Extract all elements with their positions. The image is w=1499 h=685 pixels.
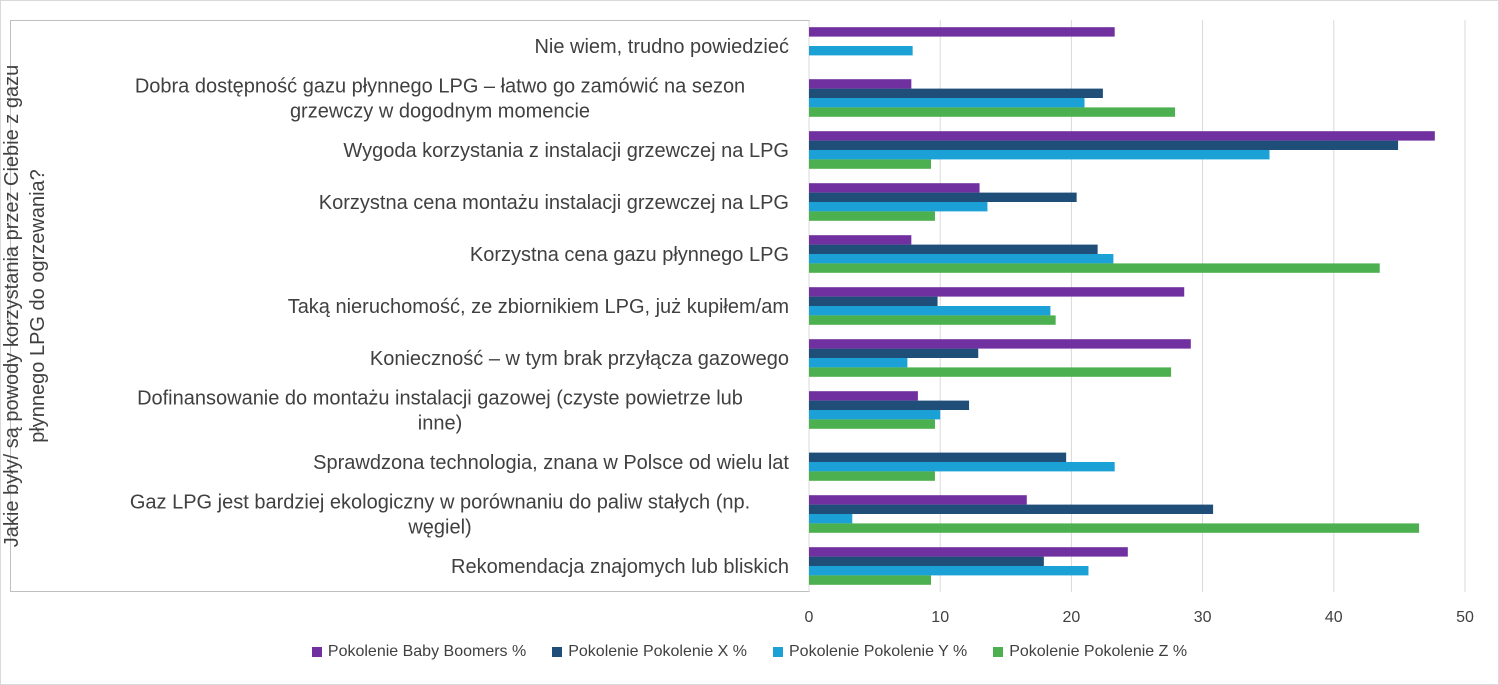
- bar: [809, 98, 1085, 108]
- category-label: Konieczność – w tym brak przyłącza gazow…: [370, 348, 789, 370]
- bar: [809, 150, 1270, 160]
- x-tick-label: 30: [1194, 609, 1212, 626]
- category-label: Korzystna cena gazu płynnego LPG: [470, 244, 789, 266]
- bar: [809, 46, 913, 56]
- category-labels: Nie wiem, trudno powiedzieć Dobra dostępn…: [130, 36, 790, 578]
- bar: [809, 183, 980, 193]
- legend-item: Pokolenie Baby Boomers %: [311, 643, 527, 661]
- legend-swatch: [311, 647, 322, 657]
- category-label: Gaz LPG jest bardziej ekologiczny w poró…: [130, 492, 750, 539]
- category-label: Rekomendacja znajomych lub bliskich: [451, 556, 789, 578]
- bar: [809, 495, 1027, 505]
- x-tick-label: 20: [1063, 609, 1081, 626]
- bar: [809, 296, 938, 306]
- bar: [809, 575, 932, 585]
- bar: [809, 131, 1435, 141]
- bar: [809, 88, 1103, 98]
- legend-label: Pokolenie Pokolenie Y %: [789, 643, 968, 660]
- bar: [809, 235, 912, 245]
- x-tick-label: 10: [931, 609, 949, 626]
- bar: [809, 107, 1176, 117]
- category-label: Taką nieruchomość, ze zbiornikiem LPG, j…: [288, 296, 789, 318]
- bar: [809, 547, 1128, 557]
- category-label: Nie wiem, trudno powiedzieć: [534, 36, 789, 58]
- bar: [809, 79, 912, 89]
- bar: [809, 211, 935, 221]
- legend-swatch: [993, 647, 1004, 657]
- bar: [809, 400, 970, 410]
- legend-item: Pokolenie Pokolenie Y %: [773, 643, 967, 661]
- bar: [809, 306, 1051, 316]
- bar: [809, 140, 1399, 150]
- bar: [809, 419, 935, 429]
- legend-item: Pokolenie Pokolenie X %: [552, 643, 747, 661]
- bar: [809, 263, 1380, 273]
- category-axis-box: [10, 20, 810, 592]
- bar: [809, 202, 988, 212]
- bar: [809, 315, 1056, 325]
- legend-item: Pokolenie Pokolenie Z %: [993, 643, 1187, 661]
- x-tick-labels: 0 10 20 30 40 50: [805, 609, 1474, 626]
- bar: [809, 556, 1044, 566]
- category-label: Dofinansowanie do montażu instalacji gaz…: [137, 388, 743, 435]
- bar: [809, 410, 941, 420]
- bar: [809, 287, 1185, 297]
- bar: [809, 27, 1115, 37]
- bar: [809, 358, 908, 368]
- category-label: Dobra dostępność gazu płynnego LPG – łat…: [135, 76, 745, 123]
- bar: [809, 244, 1098, 254]
- x-tick-label: 0: [805, 609, 814, 626]
- bar: [809, 254, 1114, 264]
- x-tick-label: 40: [1325, 609, 1343, 626]
- bar: [809, 471, 935, 481]
- category-label: Korzystna cena montażu instalacji grzewc…: [319, 192, 789, 214]
- chart-plot: Nie wiem, trudno powiedzieć Dobra dostępn…: [130, 20, 1474, 626]
- bar: [809, 504, 1214, 514]
- legend-label: Pokolenie Pokolenie Z %: [1009, 643, 1188, 660]
- bars: [809, 27, 1435, 585]
- bar: [809, 391, 918, 401]
- legend-label: Pokolenie Pokolenie X %: [568, 643, 747, 660]
- bar: [809, 514, 853, 524]
- bar: [809, 192, 1077, 202]
- bar: [809, 523, 1420, 533]
- category-label: Sprawdzona technologia, znana w Polsce o…: [313, 452, 789, 474]
- bar: [809, 159, 932, 169]
- legend: Pokolenie Baby Boomers % Pokolenie Pokole…: [0, 643, 1499, 661]
- bar: [809, 462, 1115, 472]
- bar: [809, 367, 1172, 377]
- legend-label: Pokolenie Baby Boomers %: [327, 643, 527, 660]
- legend-swatch: [773, 647, 783, 657]
- x-tick-label: 50: [1456, 609, 1474, 626]
- bar: [809, 339, 1191, 349]
- bar: [809, 566, 1089, 576]
- bar: [809, 348, 979, 358]
- legend-swatch: [552, 647, 563, 657]
- bar: [809, 452, 1067, 462]
- category-label: Wygoda korzystania z instalacji grzewcze…: [343, 140, 789, 162]
